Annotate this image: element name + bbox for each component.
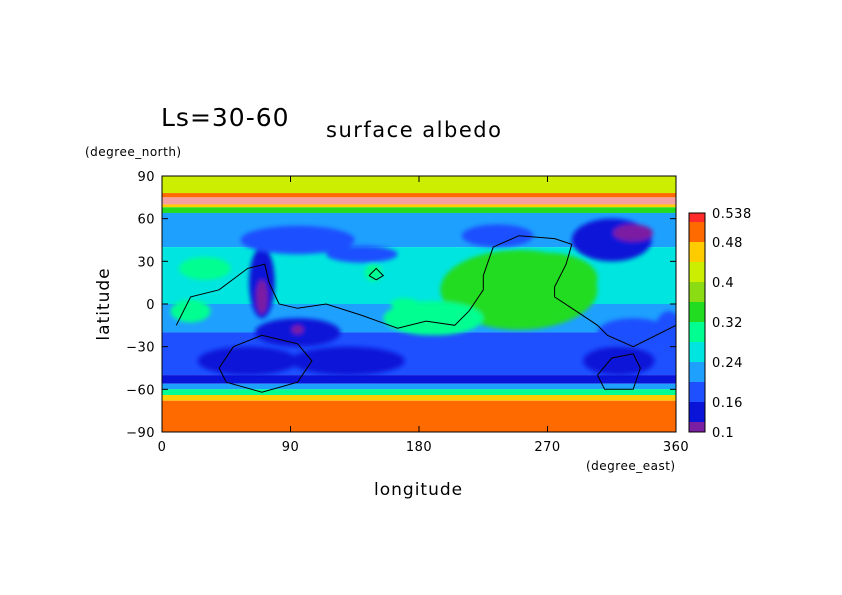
contour-line-2 [218, 334, 313, 393]
y-tick-label-0: −90 [126, 426, 155, 441]
colorbar-swatch-1 [689, 402, 705, 422]
colorbar-swatch-2 [689, 382, 705, 402]
colorbar-swatch-9 [689, 242, 705, 262]
albedo-band-11 [162, 389, 676, 396]
albedo-region-5 [390, 298, 419, 310]
albedo-region-20 [654, 311, 676, 354]
y-tick-label-1: −60 [126, 383, 155, 398]
albedo-band-4 [162, 207, 676, 213]
colorbar-swatch-8 [689, 262, 705, 282]
colorbar-tick-label-6: 0.1 [712, 426, 734, 441]
albedo-region-19 [597, 318, 669, 347]
colorbar-swatch-5 [689, 322, 705, 342]
albedo-region-16 [583, 346, 655, 376]
albedo-band-3 [162, 204, 676, 208]
albedo-band-1 [162, 193, 676, 198]
x-axis-label: longitude [374, 480, 464, 500]
y-tick-label-2: −30 [126, 341, 155, 356]
albedo-region-15 [197, 346, 298, 376]
colorbar-swatch-11 [689, 213, 705, 222]
albedo-band-2 [162, 197, 676, 205]
colorbar-frame [688, 212, 706, 433]
y-tick-label-3: 0 [146, 298, 155, 313]
x-tick-label-0: 0 [158, 440, 167, 455]
contour-layer [175, 235, 676, 393]
albedo-region-3 [179, 257, 231, 280]
albedo-region-2 [383, 301, 484, 336]
albedo-region-18 [290, 346, 405, 376]
plot-area [162, 176, 676, 432]
albedo-region-13 [461, 224, 534, 248]
axes-layer: 0 90 180 270 360 −90 −60 −30 0 30 60 90 [126, 170, 689, 455]
colorbar-swatch-7 [689, 282, 705, 302]
albedo-region-4 [364, 264, 382, 282]
y-tick-label-6: 90 [137, 170, 155, 185]
x-axis-units: (degree_east) [586, 459, 676, 473]
albedo-region-8 [613, 224, 654, 242]
albedo-band-12 [162, 395, 676, 401]
y-axis-units: (degree_north) [85, 145, 182, 159]
albedo-region-6 [170, 299, 211, 323]
chart-title: surface albedo [326, 118, 503, 142]
albedo-region-17 [291, 325, 304, 334]
albedo-region-10 [256, 279, 268, 314]
albedo-band-9 [162, 375, 676, 384]
y-tick-label-5: 60 [137, 213, 155, 228]
colorbar-tick-label-2: 0.4 [712, 276, 734, 291]
contour-line-0 [175, 235, 676, 348]
contour-line-1 [368, 267, 385, 281]
x-tick-label-3: 270 [534, 440, 560, 455]
colorbar-swatch-0 [689, 422, 705, 432]
colorbar-swatch-10 [689, 222, 705, 242]
chart-subtitle: Ls=30-60 [161, 103, 290, 132]
colorbar-tick-label-1: 0.48 [712, 236, 743, 251]
colorbar-swatch-3 [689, 362, 705, 382]
x-tick-label-1: 90 [282, 440, 300, 455]
colorbar-tick-label-0: 0.538 [712, 207, 752, 222]
colorbar-tick-label-3: 0.32 [712, 316, 743, 331]
colorbar-tick-label-5: 0.16 [712, 396, 743, 411]
colorbar-swatch-6 [689, 302, 705, 322]
y-tick-label-4: 30 [137, 255, 155, 270]
albedo-band-10 [162, 383, 676, 390]
albedo-region-1 [497, 252, 598, 304]
contour-line-3 [597, 353, 641, 390]
albedo-region-11 [240, 225, 355, 255]
x-tick-label-2: 180 [406, 440, 432, 455]
colorbar-swatch-4 [689, 342, 705, 362]
colorbar: 0.538 0.48 0.4 0.32 0.24 0.16 0.1 [688, 207, 752, 441]
colorbar-tick-label-4: 0.24 [712, 356, 743, 371]
x-tick-label-4: 360 [663, 440, 689, 455]
albedo-region-12 [326, 245, 398, 263]
